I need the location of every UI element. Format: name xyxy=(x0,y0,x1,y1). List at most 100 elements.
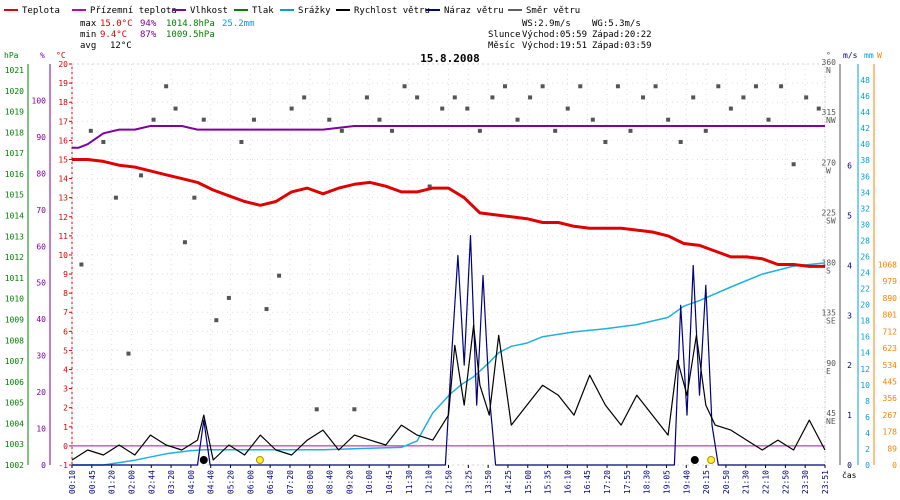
wind-dir-point xyxy=(590,117,595,122)
wind-dir-point xyxy=(691,95,696,100)
x-tick-label: 21:30 xyxy=(742,470,751,494)
hpa-tick-label: 1018 xyxy=(5,128,24,137)
temp-tick-label: 15 xyxy=(58,155,68,164)
mm-tick-label: 32 xyxy=(860,204,870,213)
mm-tick-label: 46 xyxy=(860,92,870,101)
wind-dir-point xyxy=(816,106,821,111)
ms-tick-label: 5 xyxy=(847,212,852,221)
x-tick-label: 01:20 xyxy=(108,470,117,494)
mm-tick-label: 24 xyxy=(860,269,870,278)
temp-tick-label: 0 xyxy=(63,442,68,451)
hpa-tick-label: 1003 xyxy=(5,440,24,449)
stats-min-temp: 9.4°C xyxy=(100,30,127,40)
x-tick-label: 12:50 xyxy=(445,470,454,494)
mm-tick-label: 48 xyxy=(860,76,870,85)
mm-tick-label: 10 xyxy=(860,381,870,390)
stats-sun-label: Slunce xyxy=(488,30,521,40)
wind-gust-line xyxy=(72,235,825,466)
wind-dir-point xyxy=(251,117,256,122)
mm-tick-label: 30 xyxy=(860,220,870,229)
wind-dir-point xyxy=(182,240,187,245)
mm-tick-label: 40 xyxy=(860,140,870,149)
wind-dir-point xyxy=(502,84,507,89)
temp-tick-label: 2 xyxy=(63,404,68,413)
x-tick-label: 19:40 xyxy=(682,470,691,494)
axis-title-x: čas xyxy=(842,470,857,480)
stats-ws: WS:2.9m/s xyxy=(522,19,571,29)
x-tick-label: 10:45 xyxy=(385,470,394,494)
wind-dir-point xyxy=(164,84,169,89)
hpa-tick-label: 1016 xyxy=(5,170,24,179)
stats-sunrise: Východ:05:59 xyxy=(522,30,587,40)
dir-compass-label: E xyxy=(826,367,831,376)
wind-dir-point xyxy=(465,106,470,111)
dir-tick-label: 360 xyxy=(822,58,837,67)
x-tick-label: 15:00 xyxy=(524,470,533,494)
wind-dir-point xyxy=(377,117,382,122)
wind-dir-point xyxy=(804,95,809,100)
wind-dir-point xyxy=(139,173,144,178)
w-tick-label: 356 xyxy=(883,394,898,403)
temperature-line xyxy=(72,158,825,268)
wind-dir-point xyxy=(88,128,93,133)
pct-tick-label: 20 xyxy=(36,388,46,397)
legend-label-rychlost: Rychlost větru xyxy=(354,6,430,16)
hpa-tick-label: 1006 xyxy=(5,378,24,387)
dir-tick-label: 180 xyxy=(822,259,837,268)
temp-tick-label: 11 xyxy=(58,232,68,241)
x-tick-label: 22:50 xyxy=(781,470,790,494)
legend-label-prizemni: Přízemní teplota xyxy=(90,6,177,16)
x-tick-label: 07:20 xyxy=(286,470,295,494)
axis-title-temp: °C xyxy=(56,51,66,60)
x-tick-label: 12:10 xyxy=(425,470,434,494)
stats-avg-temp: 12°C xyxy=(110,41,132,51)
wind-dir-point xyxy=(716,84,721,89)
wind-dir-point xyxy=(327,117,332,122)
dir-compass-label: SW xyxy=(826,216,836,225)
wind-dir-point xyxy=(339,128,344,133)
axis-title-mm: mm xyxy=(864,51,874,60)
pct-tick-label: 40 xyxy=(36,315,46,324)
mm-tick-label: 22 xyxy=(860,285,870,294)
sun-marker xyxy=(255,456,264,464)
w-tick-label: 801 xyxy=(883,311,898,320)
wind-dir-point xyxy=(239,139,244,144)
mm-tick-label: 34 xyxy=(860,188,870,197)
legend-label-naraz: Náraz větru xyxy=(444,6,504,16)
x-tick-label: 03:20 xyxy=(167,470,176,494)
wind-dir-point xyxy=(528,95,533,100)
temp-tick-label: 3 xyxy=(63,385,68,394)
wind-dir-point xyxy=(779,84,784,89)
stats-block: max 15.0°C 94% 1014.8hPa 25.2mm min 9.4°… xyxy=(80,19,652,51)
dir-compass-label: SE xyxy=(826,317,836,326)
stats-wg: WG:5.3m/s xyxy=(592,19,641,29)
wind-dir-point xyxy=(113,195,118,200)
temp-tick-label: 17 xyxy=(58,117,68,126)
pct-tick-label: 70 xyxy=(36,206,46,215)
hpa-tick-label: 1015 xyxy=(5,191,24,200)
wind-dir-point xyxy=(173,106,178,111)
hpa-tick-label: 1009 xyxy=(5,315,24,324)
x-tick-label: 09:20 xyxy=(345,470,354,494)
dir-compass-label: N xyxy=(826,66,831,75)
x-tick-label: 10:00 xyxy=(365,470,374,494)
stats-max-hum: 94% xyxy=(140,19,157,29)
wind-dir-point xyxy=(540,84,545,89)
hpa-tick-label: 1017 xyxy=(5,149,24,158)
wind-dir-point xyxy=(515,117,520,122)
wind-dir-point xyxy=(264,307,269,312)
temp-tick-label: 7 xyxy=(63,308,68,317)
w-tick-label: 534 xyxy=(883,361,898,370)
dir-compass-label: W xyxy=(826,166,831,175)
wind-dir-point xyxy=(427,184,432,189)
hpa-tick-label: 1002 xyxy=(5,461,24,470)
hpa-tick-label: 1005 xyxy=(5,399,24,408)
axis-title-ms: m/s xyxy=(843,51,858,60)
ms-tick-label: 1 xyxy=(847,411,852,420)
x-tick-label: 02:44 xyxy=(147,470,156,494)
hpa-tick-label: 1020 xyxy=(5,87,24,96)
x-tick-label: 13:25 xyxy=(464,470,473,494)
hpa-tick-label: 1014 xyxy=(5,212,24,221)
wind-dir-point xyxy=(126,351,131,356)
stats-moon-label: Měsíc xyxy=(488,41,515,51)
